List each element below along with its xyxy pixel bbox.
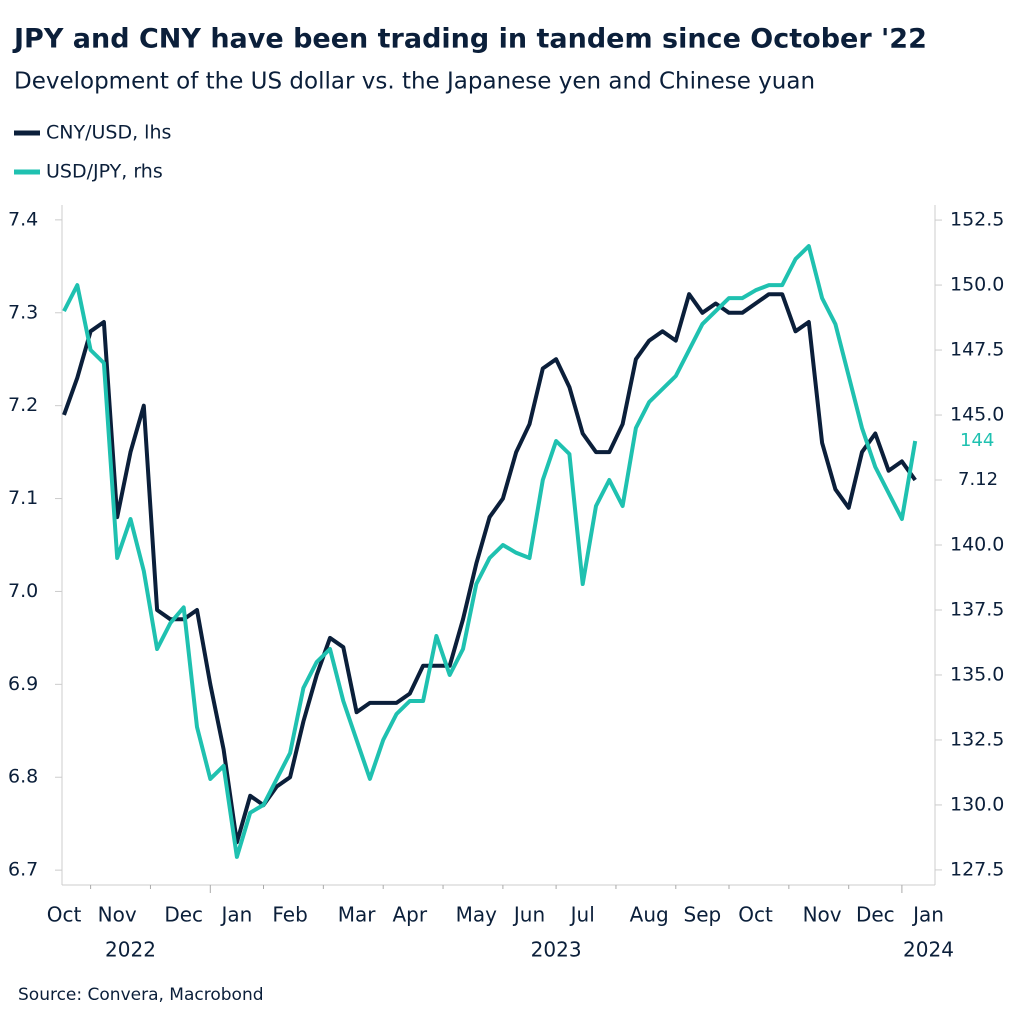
y2-tick-label: 132.5 <box>950 728 1004 750</box>
x-tick-label: Mar <box>338 903 377 927</box>
x-year-label: 2024 <box>903 938 954 962</box>
x-tick-label: Aug <box>630 903 669 927</box>
end-label: 144 <box>960 430 994 451</box>
y-tick-label: 7.1 <box>8 487 38 509</box>
y-tick-label: 7.4 <box>8 208 38 230</box>
x-tick-label: May <box>456 903 498 927</box>
x-tick-label: Jun <box>512 903 545 927</box>
y2-tick-label: 152.5 <box>950 209 1004 231</box>
series-line <box>62 244 918 859</box>
end-label-bg <box>945 466 1005 493</box>
y2-tick-label: 135.0 <box>950 663 1004 685</box>
y2-tick-label: 137.5 <box>950 598 1004 620</box>
y2-tick-label: 147.5 <box>950 339 1004 361</box>
x-tick-label: Nov <box>803 903 842 927</box>
y2-tick-label: 150.0 <box>950 274 1004 296</box>
y-tick-label: 6.9 <box>8 673 38 695</box>
x-tick-label: Jul <box>569 903 595 927</box>
chart-title: JPY and CNY have been trading in tandem … <box>12 24 927 55</box>
x-tick-label: Apr <box>392 903 427 927</box>
y2-tick-label: 140.0 <box>950 534 1004 556</box>
y2-tick-label: 127.5 <box>950 858 1004 880</box>
y-tick-label: 6.8 <box>8 766 38 788</box>
y2-tick-label: 130.0 <box>950 793 1004 815</box>
x-tick-label: Oct <box>738 903 773 927</box>
x-tick-label: Nov <box>98 903 137 927</box>
y2-tick-label: 145.0 <box>950 404 1004 426</box>
x-tick-label: Jan <box>219 903 252 927</box>
legend-label: USD/JPY, rhs <box>46 161 163 183</box>
series-line <box>62 292 917 845</box>
x-tick-label: Dec <box>164 903 203 927</box>
x-tick-label: Sep <box>684 903 722 927</box>
y-tick-label: 7.3 <box>8 301 38 323</box>
end-label: 7.12 <box>958 469 998 490</box>
y-tick-label: 7.0 <box>8 580 38 602</box>
source: Source: Convera, Macrobond <box>18 985 264 1005</box>
legend-label: CNY/USD, lhs <box>46 122 171 144</box>
y-tick-label: 7.2 <box>8 394 38 416</box>
x-tick-label: Dec <box>856 903 895 927</box>
x-tick-label: Oct <box>47 903 82 927</box>
x-tick-label: Jan <box>911 903 944 927</box>
end-label-bg <box>945 428 1005 455</box>
x-year-label: 2023 <box>531 938 582 962</box>
x-year-label: 2022 <box>105 938 156 962</box>
x-tick-label: Feb <box>272 903 307 927</box>
chart-subtitle: Development of the US dollar vs. the Jap… <box>14 69 815 95</box>
y-tick-label: 6.7 <box>8 859 38 881</box>
